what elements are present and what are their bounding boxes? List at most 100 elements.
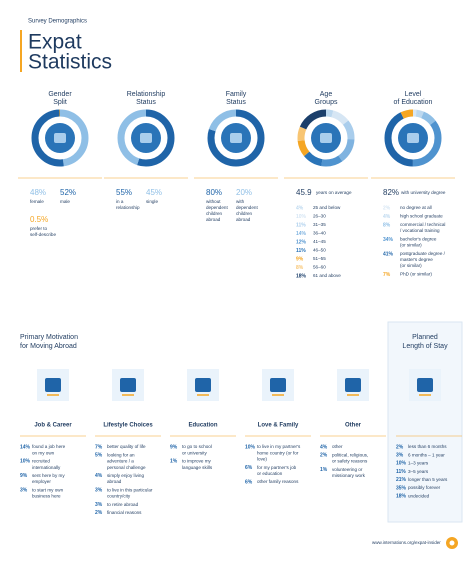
stat-label: 26–30 (313, 214, 326, 219)
stat-value: 4% (296, 205, 304, 211)
donut-icon (140, 133, 152, 143)
donut-segment (297, 109, 355, 167)
stat-value: 14% (296, 231, 307, 237)
stat-value: 10% (20, 459, 31, 465)
stat-label: commercial / technical (400, 222, 445, 227)
column-title: Relationship (127, 91, 166, 98)
stat-label: 1–3 years (408, 461, 429, 466)
stat-label: sent here by my (32, 473, 65, 478)
stat-value: 2% (95, 510, 103, 516)
stat-label: other family reasons (257, 479, 299, 484)
stat-label: abroad (206, 217, 221, 222)
stat-label: to start my own (32, 487, 64, 492)
stat-label: PhD (or similar) (400, 272, 432, 277)
stat-value: 41% (383, 251, 394, 257)
donut-icon (54, 133, 66, 143)
stat-label: bachelor's degree (400, 237, 437, 242)
stat-value: 21% (396, 477, 407, 483)
stat-label: to improve my (182, 459, 212, 464)
stat-label: 46–50 (313, 248, 326, 253)
stat-label: or safety reasons (332, 459, 368, 464)
stat-value: 82% (383, 188, 399, 197)
donut-icon (320, 133, 332, 143)
stat-label: longer than 5 years (408, 477, 448, 482)
kicker: Survey Demographics (28, 19, 87, 25)
column-title: Groups (315, 99, 338, 106)
stat-label: internationally (32, 465, 61, 470)
group-title: Education (188, 423, 217, 429)
stat-value: 7% (383, 272, 391, 278)
section-title: for Moving Abroad (20, 343, 77, 350)
stat-value: 55% (116, 188, 132, 197)
group-icon (345, 378, 361, 392)
stat-label: / vocational training (400, 228, 440, 233)
stat-value: 3% (20, 488, 28, 494)
stat-label: 3–5 years (408, 469, 429, 474)
stat-value: 48% (30, 188, 46, 197)
stat-label: on my own (32, 450, 55, 455)
stat-value: 14% (20, 444, 31, 450)
stay-panel (387, 321, 463, 523)
stat-label: language skills (182, 465, 213, 470)
donut-segment (384, 109, 442, 167)
group-icon (195, 378, 211, 392)
stat-value: 9% (170, 444, 178, 450)
stat-value: 9% (20, 473, 28, 479)
stat-label: in a (116, 199, 124, 204)
stat-value: 12% (296, 239, 307, 245)
donut-segment (207, 109, 265, 167)
stat-label: (or similar) (400, 263, 422, 268)
column-title: Status (226, 99, 246, 106)
stat-value: 8% (296, 265, 304, 271)
stat-label: simply enjoy living (107, 473, 144, 478)
stat-value: 7% (95, 444, 103, 450)
stat-value: 0.5% (30, 215, 48, 224)
stat-value: 2% (320, 453, 328, 459)
donut-icon (407, 133, 419, 143)
stat-label: dependent (206, 205, 228, 210)
stat-value: 3% (95, 502, 103, 508)
stat-label: or education (257, 471, 283, 476)
column-title: Age (320, 91, 333, 98)
stat-value: 3% (95, 488, 103, 494)
stat-value: 4% (383, 214, 391, 220)
column-title: Gender (48, 91, 72, 98)
stat-label: master's degree (400, 257, 433, 262)
stat-label: possibly forever (408, 485, 441, 490)
stat-value: 2% (396, 444, 404, 450)
column-title: Split (53, 99, 67, 106)
stat-label: volunteering or (332, 467, 363, 472)
stat-label: female (30, 199, 44, 204)
stat-label: employer (32, 479, 51, 484)
stat-value: 6% (245, 465, 253, 471)
stat-label: 56–60 (313, 265, 326, 270)
stat-label: to live in my partner's (257, 444, 301, 449)
stat-value: 11% (296, 248, 306, 254)
stat-label: 61 and above (313, 273, 341, 278)
group-icon (45, 378, 61, 392)
stat-label: high school graduate (400, 214, 443, 219)
group-icon (417, 378, 433, 392)
stat-value: 18% (296, 273, 307, 279)
title-line: Statistics (28, 51, 112, 74)
stat-label: missionary work (332, 473, 366, 478)
stat-label: 51–55 (313, 256, 326, 261)
column-title: of Education (394, 99, 433, 106)
donut-segment (297, 109, 355, 167)
stat-value: 45% (146, 188, 162, 197)
stat-label: children (236, 211, 253, 216)
stat-value: 10% (296, 214, 307, 220)
stat-label: financial reasons (107, 510, 142, 515)
donut-segment (31, 109, 89, 167)
stat-label: with (236, 199, 245, 204)
stat-label: other (332, 444, 343, 449)
stat-value: 4% (95, 473, 103, 479)
stat-label: years on average (316, 190, 352, 195)
stat-label: less than 6 months (408, 444, 447, 449)
stat-value: 9% (296, 256, 304, 262)
stat-value: 10% (396, 461, 407, 467)
stat-label: abroad (236, 217, 251, 222)
group-title: Job & Career (34, 423, 72, 429)
group-title: Other (345, 423, 362, 429)
stat-label: without (206, 199, 221, 204)
